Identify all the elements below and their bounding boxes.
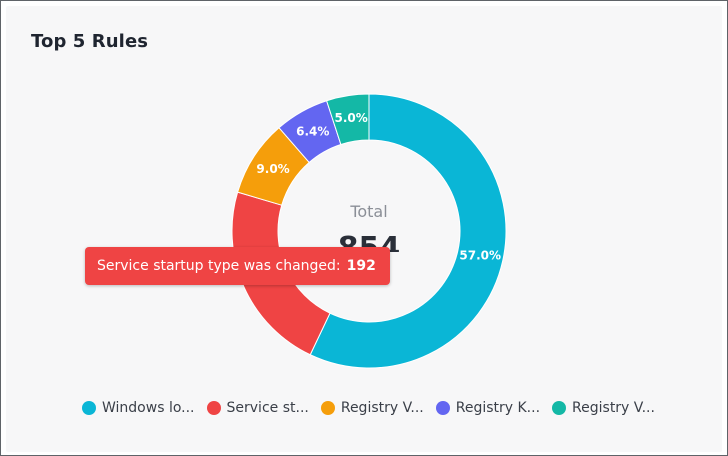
legend-label: Registry K... <box>455 400 541 416</box>
slice-label-windows-lo: 57.0% <box>459 249 501 263</box>
legend-label: Registry V... <box>340 400 424 416</box>
total-label: Total <box>350 202 388 221</box>
legend-item-service-st[interactable]: Service st... <box>206 400 309 416</box>
legend-item-registry-v-1[interactable]: Registry V... <box>320 400 424 416</box>
donut-slice-registry-v-2[interactable] <box>325 93 370 146</box>
legend-swatch-icon <box>552 401 567 415</box>
legend-label: Service st... <box>226 400 309 416</box>
slice-label-registry-v-1: 9.0% <box>256 162 289 176</box>
total-value: 854 <box>337 231 401 252</box>
chart-tooltip: Service startup type was changed: 192 <box>85 247 390 285</box>
legend-swatch-icon <box>206 401 221 415</box>
legend-item-windows-lo[interactable]: Windows lo... <box>82 400 195 416</box>
legend-swatch-icon <box>82 401 96 415</box>
chart-card <box>6 6 722 452</box>
slice-label-registry-v-2: 5.0% <box>335 111 368 125</box>
legend-item-registry-v-2[interactable]: Registry V... <box>552 400 655 416</box>
legend-item-registry-k[interactable]: Registry K... <box>435 400 541 416</box>
donut-slice-windows-lo[interactable] <box>309 93 507 369</box>
legend-label: Windows lo... <box>102 400 195 416</box>
chart-legend: Windows lo... Service st... Registry V..… <box>82 400 655 416</box>
slice-label-registry-k: 6.4% <box>296 124 329 138</box>
legend-swatch-icon <box>435 401 450 415</box>
tooltip-label: Service startup type was changed: <box>97 258 341 274</box>
legend-swatch-icon <box>320 401 335 415</box>
tooltip-value: 192 <box>346 258 376 274</box>
card-title: Top 5 Rules <box>31 31 149 52</box>
legend-label: Registry V... <box>572 400 655 416</box>
